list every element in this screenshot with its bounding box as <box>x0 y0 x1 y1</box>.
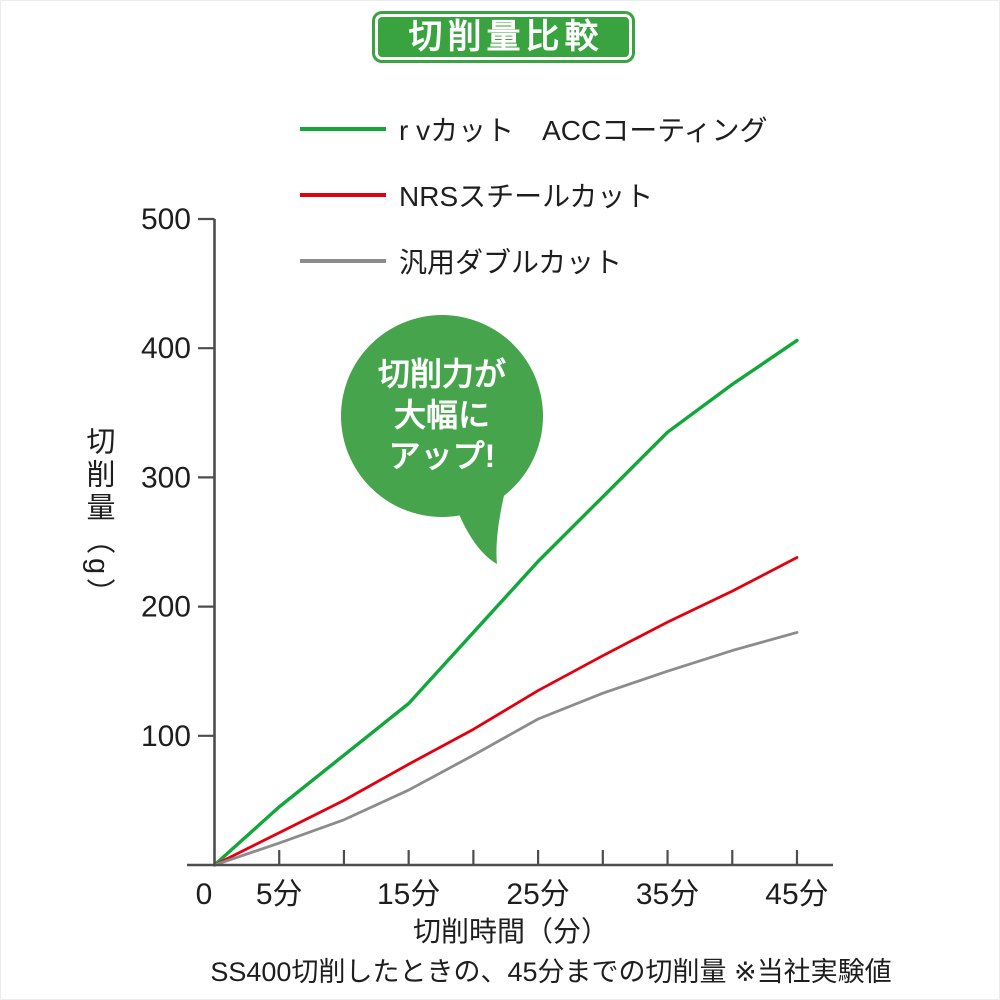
series-line-2 <box>213 631 799 867</box>
legend-label-nrs-steel-cut: NRSスチールカット <box>399 181 654 212</box>
legend: r vカット ACCコーティング NRSスチールカット 汎用ダブルカット <box>300 114 768 312</box>
legend-row-rv-cut: r vカット ACCコーティング <box>300 114 768 146</box>
series-line-1 <box>213 556 799 867</box>
y-tick-label: 400 <box>141 332 191 365</box>
y-tick-label: 300 <box>141 461 191 494</box>
footnote-caption: SS400切削したときの、45分までの切削量 ※当社実験値 <box>210 957 892 987</box>
speech-bubble-body <box>341 315 543 517</box>
series-layer <box>212 338 799 867</box>
title-badge: 切削量比較 <box>372 11 635 63</box>
title-badge-label: 切削量比較 <box>408 18 604 56</box>
bubble-line-2: 大幅に <box>394 397 490 433</box>
legend-label-rv-cut: r vカット ACCコーティング <box>399 115 768 146</box>
legend-row-general-double-cut: 汎用ダブルカット <box>300 246 768 278</box>
y-tick-label: 500 <box>141 203 191 236</box>
y-tick-label: 200 <box>141 591 191 624</box>
legend-line-red-icon <box>300 193 386 197</box>
x-tick-label: 5分 <box>256 878 303 911</box>
speech-bubble: 切削力が 大幅に アップ! <box>341 315 543 564</box>
ticks-layer: 100 200 300 400 500 0 5分 15分 25分 35分 45分 <box>141 203 829 911</box>
axes-layer <box>187 219 833 867</box>
x-tick-label: 45分 <box>765 878 828 911</box>
bubble-line-1: 切削力が <box>378 356 506 392</box>
legend-label-general-double-cut: 汎用ダブルカット <box>399 247 623 278</box>
x-tick-label: 0 <box>196 878 213 911</box>
y-tick-label: 100 <box>141 720 191 753</box>
x-tick-label: 35分 <box>636 878 699 911</box>
x-tick-label: 15分 <box>377 878 440 911</box>
series-line-0 <box>212 338 799 867</box>
legend-line-gray-icon <box>300 259 386 263</box>
legend-line-green-icon <box>300 127 386 131</box>
x-axis-title: 切削時間（分） <box>413 916 609 947</box>
bubble-line-3: アップ! <box>389 438 496 474</box>
legend-row-nrs-steel-cut: NRSスチールカット <box>300 180 768 212</box>
x-tick-label: 25分 <box>506 878 569 911</box>
y-axis-title: 切削量（g） <box>82 426 114 612</box>
